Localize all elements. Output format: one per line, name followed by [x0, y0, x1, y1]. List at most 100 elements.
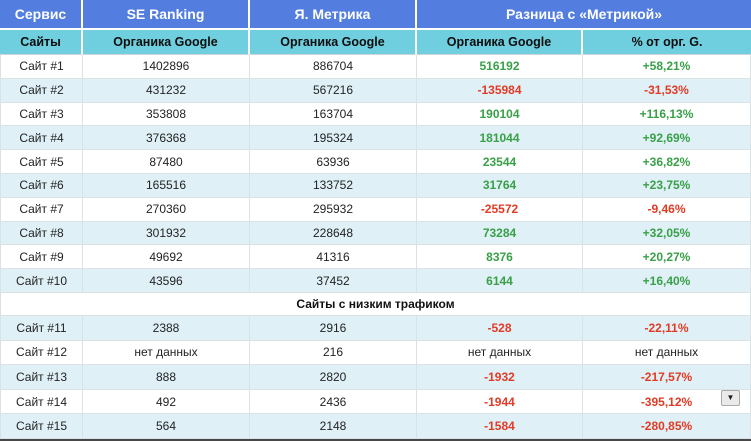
percent-value-cell: -280,85%	[583, 414, 751, 439]
diff-value-cell: нет данных	[417, 340, 583, 366]
se-ranking-value-cell: нет данных	[83, 340, 250, 366]
site-name-cell: Сайт #12	[0, 340, 83, 366]
percent-value-cell: +58,21%	[583, 55, 751, 79]
percent-value-cell: нет данных	[583, 340, 751, 366]
table-row: Сайт #11 2388 2916 -528 -22,11%	[0, 315, 751, 341]
se-ranking-value-cell: 43596	[83, 269, 250, 293]
table-row: Сайт #2 431232 567216 -135984 -31,53%	[0, 78, 751, 103]
metrika-value-cell: 63936	[250, 150, 417, 174]
site-name-cell: Сайт #5	[0, 150, 83, 174]
site-name-cell: Сайт #14	[0, 389, 83, 415]
diff-value-cell: -1932	[417, 365, 583, 390]
table-row: Сайт #13 888 2820 -1932 -217,57%	[0, 365, 751, 390]
metrika-value-cell: 37452	[250, 269, 417, 293]
diff-value-cell: 73284	[417, 221, 583, 246]
se-ranking-value-cell: 49692	[83, 245, 250, 270]
percent-value-cell: +36,82%	[583, 150, 751, 174]
col-header-sites: Сайты	[0, 30, 83, 55]
col-header-organic-metrika: Органика Google	[250, 30, 417, 55]
table-row: Сайт #1 1402896 886704 516192 +58,21%	[0, 55, 751, 79]
site-name-cell: Сайт #11	[0, 315, 83, 341]
section-separator-label: Сайты с низким трафиком	[0, 292, 751, 316]
metrika-value-cell: 2916	[250, 315, 417, 341]
diff-value-cell: -528	[417, 315, 583, 341]
table-row: Сайт #15 564 2148 -1584 -280,85%	[0, 414, 751, 439]
site-name-cell: Сайт #1	[0, 55, 83, 79]
metrika-value-cell: 2436	[250, 389, 417, 415]
diff-value-cell: 6144	[417, 269, 583, 293]
table-row: Сайт #4 376368 195324 181044 +92,69%	[0, 126, 751, 151]
section-separator-row: Сайты с низким трафиком	[0, 292, 751, 316]
metrika-value-cell: 41316	[250, 245, 417, 270]
diff-value-cell: 190104	[417, 102, 583, 127]
table-row: Сайт #5 87480 63936 23544 +36,82%	[0, 150, 751, 174]
metrika-value-cell: 2148	[250, 414, 417, 439]
percent-value-cell: +92,69%	[583, 126, 751, 151]
table-row: Сайт #8 301932 228648 73284 +32,05%	[0, 221, 751, 246]
chevron-down-icon: ▼	[726, 393, 735, 402]
filter-dropdown-button[interactable]: ▼	[721, 390, 740, 406]
percent-value-cell: +32,05%	[583, 221, 751, 246]
se-ranking-value-cell: 165516	[83, 173, 250, 198]
se-ranking-value-cell: 888	[83, 365, 250, 390]
se-ranking-value-cell: 1402896	[83, 55, 250, 79]
rows-low-traffic: Сайт #11 2388 2916 -528 -22,11% Сайт #12 нет д…	[0, 315, 751, 439]
percent-value-cell: +16,40%	[583, 269, 751, 293]
percent-value-cell: -22,11%	[583, 315, 751, 341]
site-name-cell: Сайт #3	[0, 102, 83, 127]
table-row: Сайт #7 270360 295932 -25572 -9,46%	[0, 197, 751, 222]
table-row: Сайт #3 353808 163704 190104 +116,13%	[0, 102, 751, 127]
percent-value-cell: +116,13%	[583, 102, 751, 127]
service-header-row: Сервис SE Ranking Я. Метрика Разница с «…	[0, 0, 751, 30]
diff-value-cell: -135984	[417, 78, 583, 103]
site-name-cell: Сайт #15	[0, 414, 83, 439]
table-row: Сайт #14 492 2436 -1944 -395,12%	[0, 389, 751, 415]
site-name-cell: Сайт #8	[0, 221, 83, 246]
metrika-value-cell: 2820	[250, 365, 417, 390]
metrika-value-cell: 567216	[250, 78, 417, 103]
diff-value-cell: 31764	[417, 173, 583, 198]
se-ranking-value-cell: 270360	[83, 197, 250, 222]
diff-value-cell: 23544	[417, 150, 583, 174]
column-header-row: Сайты Органика Google Органика Google Ор…	[0, 30, 751, 55]
site-name-cell: Сайт #6	[0, 173, 83, 198]
site-name-cell: Сайт #9	[0, 245, 83, 270]
diff-value-cell: 181044	[417, 126, 583, 151]
header-se-ranking: SE Ranking	[83, 0, 250, 30]
percent-value-cell: -31,53%	[583, 78, 751, 103]
site-name-cell: Сайт #4	[0, 126, 83, 151]
metrika-value-cell: 216	[250, 340, 417, 366]
se-ranking-value-cell: 87480	[83, 150, 250, 174]
se-ranking-value-cell: 564	[83, 414, 250, 439]
site-name-cell: Сайт #7	[0, 197, 83, 222]
table-row: Сайт #6 165516 133752 31764 +23,75%	[0, 173, 751, 198]
rows-high-traffic: Сайт #1 1402896 886704 516192 +58,21% Сайт #2…	[0, 55, 751, 293]
metrika-value-cell: 295932	[250, 197, 417, 222]
se-ranking-value-cell: 431232	[83, 78, 250, 103]
table-row: Сайт #9 49692 41316 8376 +20,27%	[0, 245, 751, 270]
metrika-value-cell: 133752	[250, 173, 417, 198]
col-header-percent: % от орг. G.	[583, 30, 751, 55]
metrika-value-cell: 886704	[250, 55, 417, 79]
se-ranking-value-cell: 376368	[83, 126, 250, 151]
header-ya-metrika: Я. Метрика	[250, 0, 417, 30]
col-header-organic-se: Органика Google	[83, 30, 250, 55]
se-ranking-value-cell: 492	[83, 389, 250, 415]
metrika-value-cell: 195324	[250, 126, 417, 151]
diff-value-cell: -1944	[417, 389, 583, 415]
diff-value-cell: -25572	[417, 197, 583, 222]
metrika-value-cell: 228648	[250, 221, 417, 246]
header-difference: Разница с «Метрикой»	[417, 0, 751, 30]
diff-value-cell: -1584	[417, 414, 583, 439]
se-ranking-value-cell: 353808	[83, 102, 250, 127]
table-row: Сайт #10 43596 37452 6144 +16,40%	[0, 269, 751, 293]
diff-value-cell: 516192	[417, 55, 583, 79]
col-header-organic-diff: Органика Google	[417, 30, 583, 55]
se-ranking-value-cell: 2388	[83, 315, 250, 341]
metrika-value-cell: 163704	[250, 102, 417, 127]
site-name-cell: Сайт #13	[0, 365, 83, 390]
percent-value-cell: -9,46%	[583, 197, 751, 222]
percent-value-cell: -217,57%	[583, 365, 751, 390]
